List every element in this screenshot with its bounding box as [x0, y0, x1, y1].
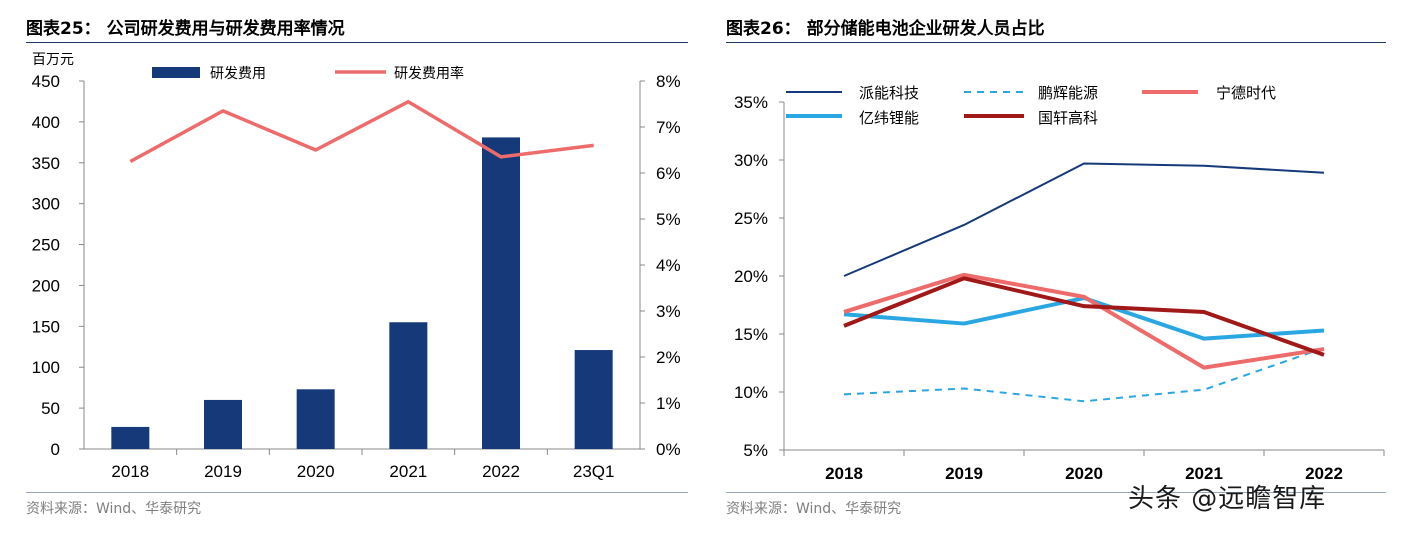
left-chart-title: 图表25： 公司研发费用与研发费用率情况	[26, 19, 345, 39]
left-y-tick-label: 350	[32, 154, 60, 173]
left-y2-tick-label: 7%	[656, 118, 681, 137]
legend-label-catl: 宁德时代	[1216, 84, 1276, 102]
right-y-tick-label: 30%	[734, 151, 768, 170]
right-x-tick-label: 2019	[945, 464, 983, 483]
legend-line-label: 研发费用率	[394, 65, 464, 81]
left-source: 资料来源：Wind、华泰研究	[26, 501, 202, 517]
left-x-tick-label: 2019	[204, 462, 242, 481]
left-y-tick-label: 50	[41, 399, 60, 418]
right-y-tick-label: 10%	[734, 383, 768, 402]
right-y-tick-label: 20%	[734, 267, 768, 286]
right-plot-area: 5% 10% 15% 20% 25% 30% 35% 2018 2019 2020 2021 2022	[734, 93, 1385, 483]
left-y-tick-label: 0	[51, 440, 60, 459]
right-x-tick-label: 2018	[825, 464, 863, 483]
legend-label-gotion: 国轩高科	[1038, 110, 1098, 127]
line-catl	[843, 272, 1325, 370]
left-plot-area: 0 50 100 150 200 250 300 350 400 450 0% 1% 2% 3% 4% 5% 6…	[32, 72, 681, 481]
right-chart: 派能科技 鹏辉能源 宁德时代 亿纬锂能 国轩高科 5% 10% 15% 20% 25% 3…	[734, 84, 1385, 483]
bar-rd-expense	[574, 350, 613, 449]
left-y2-tick-label: 4%	[656, 256, 681, 275]
left-x-tick-label: 2020	[297, 462, 335, 481]
line-penghui	[843, 346, 1325, 403]
right-y-tick-label: 25%	[734, 209, 768, 228]
left-x-tick-label: 2022	[482, 462, 520, 481]
bar-rd-expense	[111, 426, 150, 449]
left-x-tick-label: 2018	[111, 462, 149, 481]
left-y2-tick-label: 6%	[656, 164, 681, 183]
right-x-tick-label: 2021	[1185, 464, 1223, 483]
left-y-tick-label: 100	[32, 358, 60, 377]
right-chart-title: 图表26： 部分储能电池企业研发人员占比	[726, 19, 1045, 39]
line-rd-expense-rate	[129, 99, 594, 164]
left-y2-tick-label: 1%	[656, 394, 681, 413]
left-y-unit: 百万元	[32, 51, 74, 67]
legend-bar-swatch	[152, 67, 200, 78]
right-y-tick-label: 5%	[743, 441, 768, 460]
left-x-tick-label: 23Q1	[573, 462, 615, 481]
left-y-tick-label: 400	[32, 113, 60, 132]
left-y-tick-label: 300	[32, 195, 60, 214]
left-title-rule	[26, 42, 688, 43]
left-y2-tick-label: 8%	[656, 72, 681, 91]
left-y-tick-label: 200	[32, 276, 60, 295]
left-chart: 百万元 研发费用 研发费用率 0 50 100 150 200 250 300 350 400 4…	[32, 51, 681, 481]
left-y2-tick-label: 2%	[656, 348, 681, 367]
right-source: 资料来源：Wind、华泰研究	[726, 501, 902, 517]
bar-rd-expense	[389, 322, 428, 449]
right-x-tick-label: 2020	[1065, 464, 1103, 483]
right-source-rule	[726, 492, 1386, 493]
line-gotion	[843, 276, 1325, 357]
right-x-tick-label: 2022	[1305, 464, 1343, 483]
bar-rd-expense	[482, 137, 520, 449]
bar-rd-expense	[204, 399, 242, 449]
left-source-rule	[26, 492, 688, 493]
legend-bar-label: 研发费用	[210, 65, 266, 81]
legend-label-paineng: 派能科技	[859, 85, 919, 102]
left-y2-tick-label: 3%	[656, 302, 681, 321]
left-x-tick-label: 2021	[389, 462, 427, 481]
bar-rd-expense	[296, 389, 335, 449]
left-legend: 研发费用 研发费用率	[152, 65, 464, 81]
right-y-tick-label: 15%	[734, 325, 768, 344]
left-y2-tick-label: 5%	[656, 210, 681, 229]
right-title-rule	[726, 42, 1386, 43]
left-y-tick-label: 150	[32, 317, 60, 336]
left-y-tick-label: 450	[32, 72, 60, 91]
legend-label-penghui: 鹏辉能源	[1038, 85, 1098, 102]
left-y-tick-label: 250	[32, 236, 60, 255]
line-paineng	[843, 162, 1325, 277]
left-y2-tick-label: 0%	[656, 440, 681, 459]
watermark: 头条 @远瞻智库	[1128, 484, 1327, 514]
right-legend: 派能科技 鹏辉能源 宁德时代 亿纬锂能 国轩高科	[786, 84, 1276, 127]
legend-label-eve: 亿纬锂能	[859, 110, 919, 127]
right-y-tick-label: 35%	[734, 93, 768, 112]
